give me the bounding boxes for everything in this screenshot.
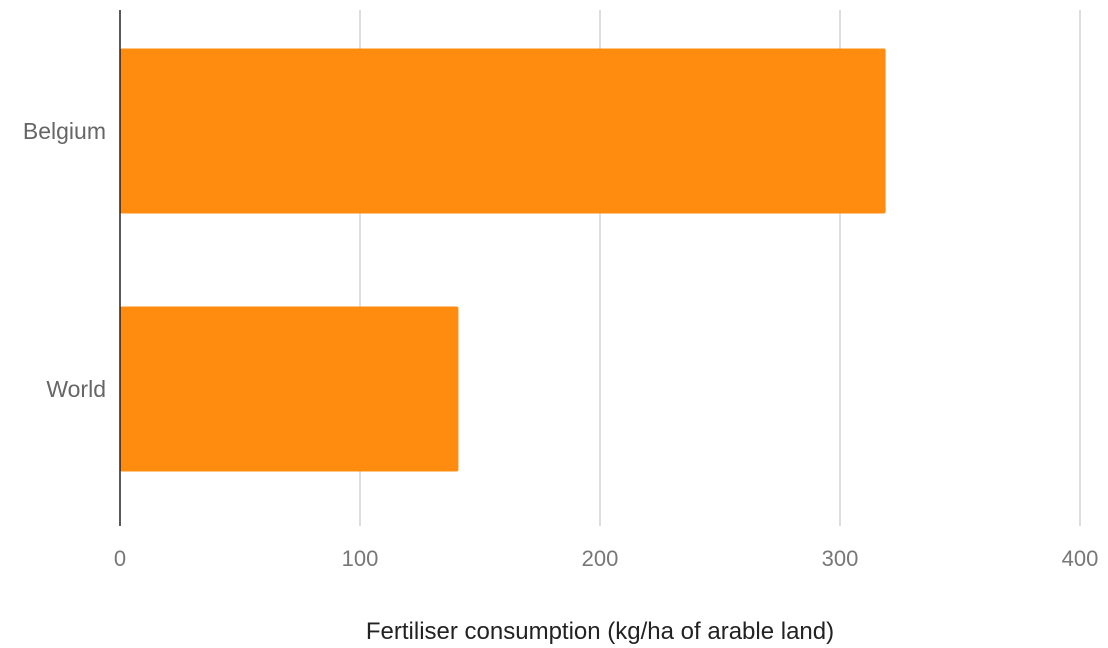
bar-belgium <box>120 48 886 214</box>
x-tick-label-100: 100 <box>342 546 379 571</box>
bars <box>120 48 886 472</box>
x-tick-label-200: 200 <box>582 546 619 571</box>
category-label-world: World <box>46 376 106 402</box>
x-tick-label-300: 300 <box>822 546 859 571</box>
bar-world <box>120 306 459 472</box>
category-label-belgium: Belgium <box>23 118 106 144</box>
labels: 0 100 200 300 400 Belgium World <box>23 118 1098 571</box>
x-tick-label-400: 400 <box>1062 546 1099 571</box>
x-axis-title: Fertiliser consumption (kg/ha of arable … <box>366 618 834 645</box>
x-tick-label-0: 0 <box>114 546 126 571</box>
